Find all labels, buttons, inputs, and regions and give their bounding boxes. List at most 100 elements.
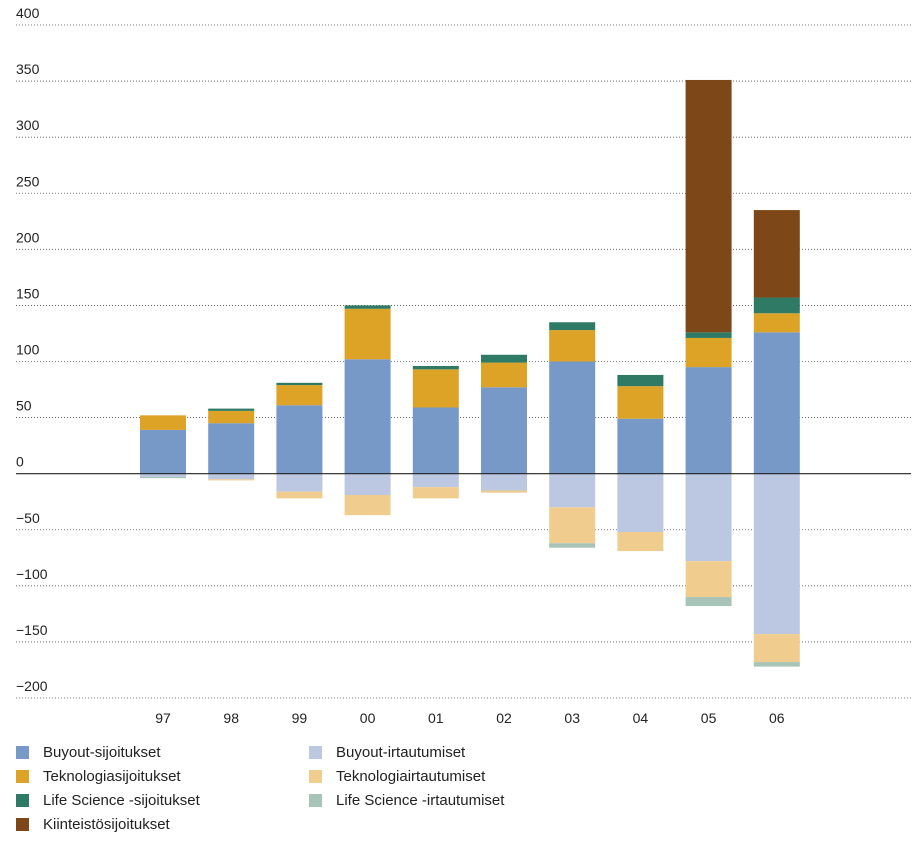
x-tick-label: 98: [223, 710, 239, 726]
bar-segment: [481, 490, 527, 493]
x-tick-label: 99: [292, 710, 308, 726]
bar-segment: [685, 337, 732, 368]
bar-segment: [753, 662, 800, 667]
y-tick-label: −100: [16, 566, 48, 582]
y-tick-label: 100: [16, 342, 40, 358]
legend-item: Buyout-irtautumiset: [309, 744, 465, 761]
chart: 400350300250200150100500−50−100−150−200 …: [16, 5, 911, 726]
bar-segment: [753, 473, 800, 635]
bar-segment: [549, 330, 596, 362]
legend-swatch: [309, 770, 322, 783]
bar-segment: [685, 367, 732, 474]
x-tick-label: 06: [769, 710, 785, 726]
bar-segment: [140, 473, 186, 478]
legend-item: Life Science -irtautumiset: [309, 792, 504, 809]
bar-segment: [617, 374, 664, 387]
bar-segment: [549, 361, 596, 474]
bar-segment: [208, 473, 255, 480]
y-tick-label: 150: [16, 285, 40, 301]
y-tick-label: 0: [16, 454, 24, 470]
bar-segment: [753, 313, 800, 333]
bar-segment: [481, 362, 527, 388]
grid-lines: 400 350 300 250 200 150 100 50 0 −50 −100 −150 −200: [16, 5, 911, 699]
legend-swatch: [309, 746, 322, 759]
bars: [140, 79, 800, 667]
bar-segment: [685, 79, 732, 333]
legend-item: Kiinteistösijoitukset: [16, 816, 170, 833]
legend-swatch: [309, 794, 322, 807]
legend-label: Teknologiairtautumiset: [336, 768, 486, 785]
bar-segment: [276, 491, 323, 499]
x-tick-label: 04: [633, 710, 649, 726]
bar-segment: [208, 479, 255, 481]
bar-segment: [549, 507, 596, 544]
bar-segment: [276, 473, 323, 492]
bar-segment: [753, 210, 800, 298]
bar-segment: [412, 487, 459, 499]
bar-segment: [140, 415, 186, 430]
bar-segment: [685, 597, 732, 607]
bar-segment: [344, 473, 391, 495]
legend-label: Buyout-sijoitukset: [43, 744, 161, 761]
legend-label: Teknologiasijoitukset: [43, 768, 181, 785]
bar-segment: [344, 308, 391, 360]
bar-segment: [344, 305, 391, 309]
bar-segment: [617, 531, 664, 552]
y-tick-label: 50: [16, 398, 32, 414]
bar-segment: [276, 382, 323, 386]
x-tick-label: 01: [428, 710, 444, 726]
bar-segment: [412, 407, 459, 474]
x-tick-labels: 97 98 99 00 01 02 03 04 05 06: [155, 710, 785, 726]
legend-item: Life Science -sijoitukset: [16, 792, 200, 809]
y-tick-label: 200: [16, 229, 40, 245]
bar-segment: [208, 410, 255, 424]
bar-segment: [685, 332, 732, 338]
bar-segment: [344, 494, 391, 516]
x-tick-label: 97: [155, 710, 171, 726]
legend-swatch: [16, 818, 29, 831]
bar-segment: [685, 561, 732, 598]
bar-segment: [481, 387, 527, 474]
bar-segment: [549, 543, 596, 548]
bar-segment: [753, 297, 800, 314]
y-tick-label: −150: [16, 622, 48, 638]
bar-segment: [617, 386, 664, 419]
bar-segment: [753, 332, 800, 474]
bar-segment: [412, 369, 459, 408]
bar-segment: [685, 473, 732, 562]
bar-segment: [549, 473, 596, 508]
bar-segment: [549, 322, 596, 331]
bar-segment: [481, 354, 527, 363]
legend-swatch: [16, 746, 29, 759]
bar-segment: [481, 473, 527, 491]
bar-segment: [344, 359, 391, 474]
bar-segment: [276, 385, 323, 406]
x-tick-label: 03: [564, 710, 580, 726]
y-tick-label: 300: [16, 117, 40, 133]
legend-item: Buyout-sijoitukset: [16, 744, 161, 761]
legend-label: Life Science -sijoitukset: [43, 792, 200, 809]
bar-segment: [208, 408, 255, 411]
x-tick-label: 05: [701, 710, 717, 726]
legend-label: Kiinteistösijoitukset: [43, 816, 170, 833]
legend-label: Life Science -irtautumiset: [336, 792, 505, 809]
bar-segment: [140, 429, 186, 474]
y-tick-label: 250: [16, 173, 40, 189]
legend-swatch: [16, 770, 29, 783]
y-tick-label: 400: [16, 5, 40, 21]
legend-label: Buyout-irtautumiset: [336, 744, 466, 761]
bar-segment: [412, 473, 459, 488]
bar-segment: [617, 473, 664, 532]
bar-segment: [276, 405, 323, 474]
legend-item: Teknologiairtautumiset: [309, 768, 485, 785]
y-tick-label: 350: [16, 61, 40, 77]
legend-item: Teknologiasijoitukset: [16, 768, 181, 785]
bar-segment: [140, 477, 186, 479]
y-tick-label: −50: [16, 510, 40, 526]
x-tick-label: 02: [496, 710, 512, 726]
x-tick-label: 00: [360, 710, 376, 726]
bar-segment: [412, 365, 459, 370]
y-tick-label: −200: [16, 678, 48, 694]
bar-segment: [753, 634, 800, 663]
legend-swatch: [16, 794, 29, 807]
